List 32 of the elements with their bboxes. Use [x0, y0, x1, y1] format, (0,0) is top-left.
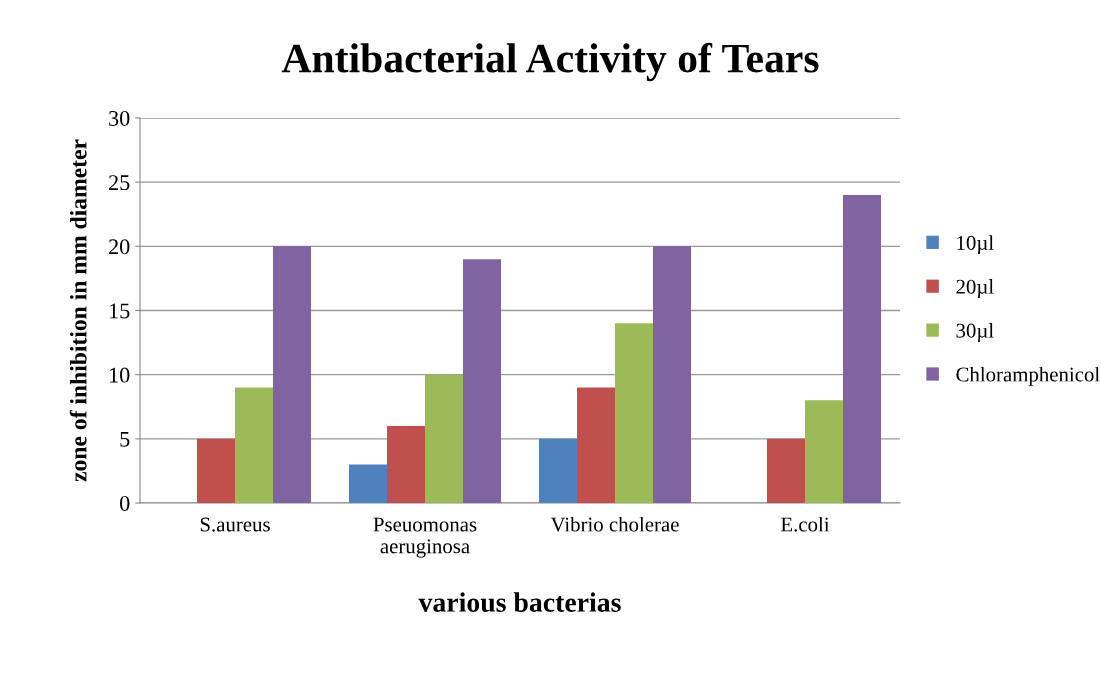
y-tick-label: 20: [109, 239, 130, 255]
y-axis-title: zone of inhibition in mm diameter: [69, 139, 87, 482]
y-tick-label: 15: [110, 303, 130, 319]
bar: [273, 246, 311, 503]
bar: [387, 426, 425, 503]
y-tick-label: 30: [109, 110, 130, 126]
bar: [805, 400, 843, 503]
bar: [539, 438, 577, 503]
legend-label: 30µl: [956, 323, 994, 342]
bar: [463, 259, 501, 503]
x-tick-label: Pseuomonas aeruginosa: [373, 517, 477, 558]
bar: [235, 387, 273, 503]
bar: [843, 195, 881, 503]
legend-label: Chloramphenicol: [956, 366, 1100, 386]
x-axis-title: various bacterias: [418, 592, 621, 612]
chart-title: Antibacterial Activity of Tears: [281, 42, 819, 82]
legend-label: 20µl: [956, 279, 994, 298]
y-tick-label: 0: [120, 495, 130, 511]
x-tick-label: Vibrio cholerae: [550, 516, 679, 532]
y-tick-label: 25: [109, 175, 130, 191]
y-tick-label: 5: [120, 431, 130, 447]
bar: [653, 246, 691, 503]
bar: [615, 323, 653, 503]
legend-label: 10µl: [957, 235, 994, 255]
y-tick-label: 10: [110, 367, 130, 383]
x-tick-label: E.coli: [781, 516, 830, 532]
bar: [577, 387, 615, 503]
bar: [425, 374, 463, 503]
bar: [197, 438, 235, 503]
bar: [767, 438, 805, 503]
bar: [349, 464, 387, 503]
x-tick-label: S.aureus: [200, 517, 270, 532]
